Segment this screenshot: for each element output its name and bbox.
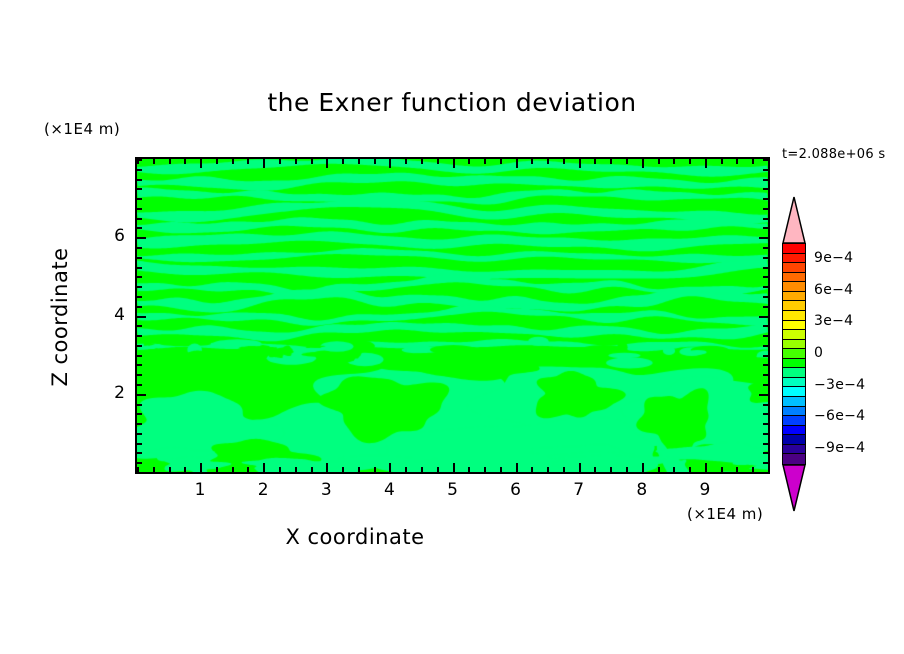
y-tick-label: 4 [114, 304, 125, 325]
colorbar-band [783, 358, 805, 369]
colorbar-tick-label: 6e−4 [814, 281, 854, 298]
colorbar-band [783, 320, 805, 331]
x-axis-unit-label: (×1E4 m) [687, 505, 764, 523]
colorbar-tick-label: −9e−4 [814, 440, 866, 457]
y-axis-unit-label: (×1E4 m) [44, 120, 121, 138]
colorbar-band [783, 425, 805, 436]
colorbar-band [783, 244, 805, 254]
colorbar-band [783, 406, 805, 417]
x-tick-label: 8 [636, 480, 648, 500]
colorbar-tick-label: 9e−4 [814, 249, 854, 266]
x-tick-label: 9 [699, 480, 711, 500]
page-title: the Exner function deviation [267, 88, 637, 117]
colorbar-tick-label: −6e−4 [814, 408, 866, 425]
x-tick-label: 1 [194, 480, 206, 500]
x-tick-label: 3 [320, 480, 332, 500]
y-axis-title: Z coordinate [48, 247, 72, 387]
colorbar-tick-label: 3e−4 [814, 313, 854, 330]
x-axis-title: X coordinate [285, 525, 425, 549]
colorbar-band [783, 301, 805, 311]
y-tick-label: 2 [114, 382, 125, 403]
colorbar-band [783, 397, 805, 407]
colorbar-band [783, 387, 805, 397]
colorbar [782, 196, 806, 512]
contour-field [137, 159, 768, 472]
x-tick-label: 7 [573, 480, 585, 500]
colorbar-bands [782, 243, 806, 465]
colorbar-tick-label: −3e−4 [814, 376, 866, 393]
x-tick-label: 4 [383, 480, 395, 500]
colorbar-band [783, 310, 805, 321]
colorbar-band [783, 330, 805, 340]
colorbar-band [783, 416, 805, 426]
colorbar-over-cap [782, 196, 806, 244]
colorbar-band [783, 454, 805, 464]
colorbar-band [783, 339, 805, 350]
y-tick-label: 6 [114, 226, 125, 247]
time-annotation: t=2.088e+06 s [782, 147, 886, 162]
colorbar-under-cap [782, 464, 806, 512]
colorbar-band [783, 291, 805, 302]
x-tick-label: 6 [510, 480, 521, 500]
colorbar-band [783, 263, 805, 273]
colorbar-band [783, 435, 805, 445]
colorbar-band [783, 282, 805, 292]
contour-plot-area [135, 157, 770, 474]
x-tick-label: 2 [257, 480, 269, 500]
colorbar-band [783, 368, 805, 378]
colorbar-band [783, 444, 805, 455]
colorbar-band [783, 272, 805, 283]
x-tick-label: 5 [447, 480, 458, 500]
colorbar-band [783, 349, 805, 359]
colorbar-band [783, 377, 805, 388]
colorbar-tick-label: 0 [814, 345, 824, 361]
colorbar-band [783, 253, 805, 264]
